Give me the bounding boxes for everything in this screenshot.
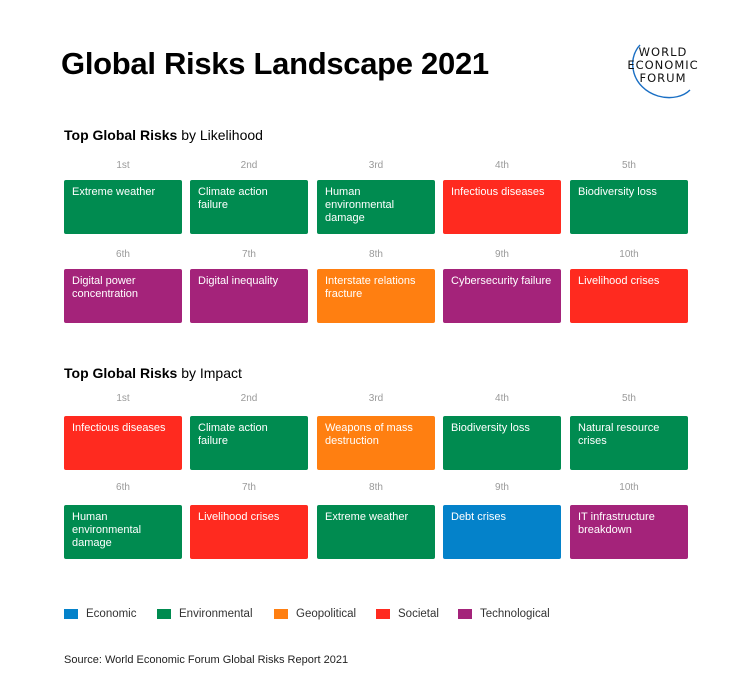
rank-label: 8th — [369, 482, 383, 493]
risk-box: Digital inequality — [190, 269, 308, 323]
risk-box: Biodiversity loss — [570, 180, 688, 234]
legend-item-societal: Societal — [376, 608, 439, 620]
legend-swatch-economic — [64, 609, 78, 619]
risk-box: Climate action failure — [190, 180, 308, 234]
legend-label: Technological — [480, 608, 550, 620]
rank-label: 10th — [619, 482, 639, 493]
risk-box: Weapons of mass destruction — [317, 416, 435, 470]
risk-box: Infectious diseases — [64, 416, 182, 470]
rank-label: 9th — [495, 249, 509, 260]
likelihood-heading: Top Global Risks by Likelihood — [64, 127, 263, 143]
rank-label: 4th — [495, 160, 509, 171]
risk-box: Extreme weather — [317, 505, 435, 559]
legend-swatch-environmental — [157, 609, 171, 619]
wef-arc-icon — [631, 44, 691, 99]
risk-box: Extreme weather — [64, 180, 182, 234]
risk-box: Infectious diseases — [443, 180, 561, 234]
risk-box: Human environmental damage — [64, 505, 182, 559]
legend-label: Societal — [398, 608, 439, 620]
rank-label: 8th — [369, 249, 383, 260]
rank-label: 7th — [242, 249, 256, 260]
legend-swatch-geopolitical — [274, 609, 288, 619]
rank-label: 5th — [622, 393, 636, 404]
rank-label: 3rd — [368, 160, 384, 171]
rank-label: 5th — [622, 160, 636, 171]
risk-box: IT infrastructure breakdown — [570, 505, 688, 559]
rank-label: 10th — [619, 249, 639, 260]
risk-box: Interstate relations fracture — [317, 269, 435, 323]
likelihood-heading-rest: by Likelihood — [177, 127, 263, 143]
legend-item-economic: Economic — [64, 608, 137, 620]
rank-label: 6th — [116, 249, 130, 260]
rank-label: 7th — [242, 482, 256, 493]
rank-label: 6th — [116, 482, 130, 493]
risk-box: Climate action failure — [190, 416, 308, 470]
risk-box: Human environmental damage — [317, 180, 435, 234]
logo-line-2: ECONOMIC — [627, 58, 699, 72]
risk-box: Biodiversity loss — [443, 416, 561, 470]
rank-label: 2nd — [240, 393, 258, 404]
wef-logo: WORLD ECONOMIC FORUM — [618, 42, 708, 102]
impact-heading-bold: Top Global Risks — [64, 365, 178, 381]
rank-label: 3rd — [368, 393, 384, 404]
legend-swatch-technological — [458, 609, 472, 619]
source-note: Source: World Economic Forum Global Risk… — [64, 654, 349, 666]
risk-box: Debt crises — [443, 505, 561, 559]
logo-line-1: WORLD — [638, 45, 688, 59]
rank-label: 1st — [116, 393, 130, 404]
impact-heading: Top Global Risks by Impact — [64, 365, 242, 381]
rank-label: 9th — [495, 482, 509, 493]
likelihood-heading-bold: Top Global Risks — [64, 127, 178, 143]
rank-label: 1st — [116, 160, 130, 171]
legend-label: Environmental — [179, 608, 253, 620]
risk-box: Cybersecurity failure — [443, 269, 561, 323]
legend-label: Geopolitical — [296, 608, 357, 620]
impact-heading-rest: by Impact — [177, 365, 242, 381]
risk-box: Natural resource crises — [570, 416, 688, 470]
page-title: Global Risks Landscape 2021 — [61, 46, 489, 81]
legend-item-environmental: Environmental — [157, 608, 253, 620]
legend-item-technological: Technological — [458, 608, 550, 620]
risk-box: Digital power concentration — [64, 269, 182, 323]
legend-swatch-societal — [376, 609, 390, 619]
legend-item-geopolitical: Geopolitical — [274, 608, 356, 620]
rank-label: 2nd — [240, 160, 258, 171]
risk-box: Livelihood crises — [190, 505, 308, 559]
logo-line-3: FORUM — [639, 71, 687, 85]
rank-label: 4th — [495, 393, 509, 404]
risk-box: Livelihood crises — [570, 269, 688, 323]
legend-label: Economic — [86, 608, 137, 620]
